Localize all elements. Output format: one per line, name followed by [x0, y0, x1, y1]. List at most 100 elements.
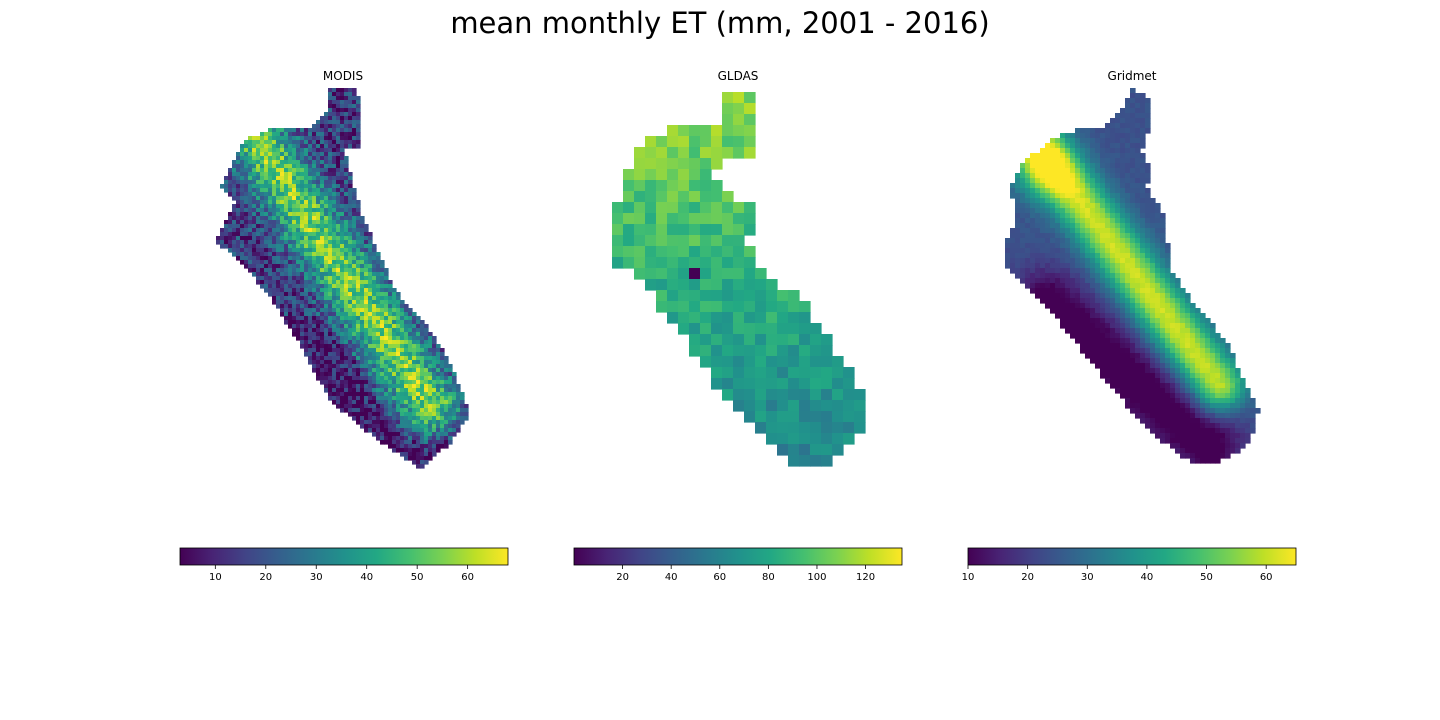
heatmap-cell: [1055, 208, 1061, 214]
heatmap-cell: [1140, 208, 1146, 214]
heatmap-cell: [1060, 298, 1066, 304]
heatmap-cell: [1015, 268, 1021, 274]
heatmap-cell: [1065, 133, 1071, 139]
heatmap-cell: [332, 224, 337, 229]
heatmap-cell: [280, 252, 285, 257]
heatmap-cell: [384, 292, 389, 297]
heatmap-cell: [364, 312, 369, 317]
heatmap-cell: [348, 88, 353, 93]
heatmap-cell: [304, 292, 309, 297]
heatmap-cell: [376, 332, 381, 337]
heatmap-cell: [1125, 203, 1131, 209]
heatmap-cell: [1160, 378, 1166, 384]
heatmap-cell: [1150, 373, 1156, 379]
heatmap-cell: [440, 396, 445, 401]
heatmap-cell: [240, 188, 245, 193]
heatmap-cell: [416, 352, 421, 357]
heatmap-cell: [799, 334, 811, 346]
heatmap-cell: [336, 240, 341, 245]
heatmap-cell: [344, 336, 349, 341]
heatmap-cell: [1190, 303, 1196, 309]
colorbar-gridmet: 10 20 30 40 50 60: [962, 547, 1297, 583]
heatmap-cell: [1110, 308, 1116, 314]
heatmap-cell: [328, 240, 333, 245]
heatmap-cell: [1030, 163, 1036, 169]
heatmap-cell: [1210, 388, 1216, 394]
heatmap-cell: [428, 340, 433, 345]
heatmap-cell: [1140, 223, 1146, 229]
heatmap-cell: [1030, 173, 1036, 179]
heatmap-cell: [1015, 238, 1021, 244]
heatmap-cell: [460, 416, 465, 421]
heatmap-cell: [316, 376, 321, 381]
heatmap-cell: [1100, 308, 1106, 314]
heatmap-cell: [352, 240, 357, 245]
heatmap-cell: [344, 200, 349, 205]
heatmap-cell: [1195, 418, 1201, 424]
heatmap-cell: [1040, 188, 1046, 194]
heatmap-cell: [268, 284, 273, 289]
heatmap-cell: [1125, 278, 1131, 284]
heatmap-cell: [1085, 128, 1091, 134]
heatmap-cell: [348, 352, 353, 357]
heatmap-cell: [1160, 273, 1166, 279]
heatmap-cell: [460, 396, 465, 401]
heatmap-cell: [348, 364, 353, 369]
heatmap-cell: [1125, 178, 1131, 184]
heatmap-cell: [276, 296, 281, 301]
heatmap-cell: [1075, 228, 1081, 234]
heatmap-cell: [324, 304, 329, 309]
heatmap-cell: [268, 288, 273, 293]
heatmap-cell: [376, 384, 381, 389]
heatmap-cell: [360, 328, 365, 333]
heatmap-cell: [1125, 238, 1131, 244]
heatmap-cell: [312, 360, 317, 365]
heatmap-cell: [1130, 128, 1136, 134]
heatmap-cell: [1100, 328, 1106, 334]
heatmap-cell: [360, 368, 365, 373]
heatmap-cell: [1180, 403, 1186, 409]
heatmap-cell: [332, 220, 337, 225]
heatmap-cell: [1225, 398, 1231, 404]
heatmap-cell: [244, 144, 249, 149]
heatmap-cell: [1030, 203, 1036, 209]
heatmap-cell: [1135, 198, 1141, 204]
heatmap-cell: [1020, 258, 1026, 264]
heatmap-cell: [288, 164, 293, 169]
heatmap-cell: [1080, 143, 1086, 149]
heatmap-cell: [440, 404, 445, 409]
heatmap-cell: [1085, 183, 1091, 189]
heatmap-cell: [1140, 398, 1146, 404]
heatmap-cell: [1205, 413, 1211, 419]
heatmap-cell: [360, 364, 365, 369]
heatmap-cell: [292, 316, 297, 321]
heatmap-cell: [236, 228, 241, 233]
heatmap-cell: [340, 360, 345, 365]
heatmap-cell: [384, 272, 389, 277]
heatmap-cell: [360, 224, 365, 229]
heatmap-cell: [348, 172, 353, 177]
heatmap-cell: [248, 204, 253, 209]
heatmap-cell: [1040, 208, 1046, 214]
heatmap-cell: [1075, 313, 1081, 319]
heatmap-cell: [440, 432, 445, 437]
heatmap-cell: [288, 284, 293, 289]
heatmap-cell: [1165, 403, 1171, 409]
heatmap-cell: [360, 376, 365, 381]
heatmap-cell: [1235, 388, 1241, 394]
heatmap-cell: [384, 288, 389, 293]
heatmap-cell: [1020, 213, 1026, 219]
heatmap-cell: [376, 284, 381, 289]
heatmap-cell: [352, 408, 357, 413]
heatmap-cell: [224, 244, 229, 249]
heatmap-cell: [368, 316, 373, 321]
heatmap-cell: [408, 432, 413, 437]
heatmap-cell: [252, 168, 257, 173]
heatmap-cell: [1180, 388, 1186, 394]
heatmap-cell: [1070, 333, 1076, 339]
heatmap-cell: [236, 192, 241, 197]
heatmap-cell: [1150, 283, 1156, 289]
heatmap-cell: [1125, 223, 1131, 229]
heatmap-cell: [634, 246, 646, 258]
heatmap-cell: [424, 364, 429, 369]
